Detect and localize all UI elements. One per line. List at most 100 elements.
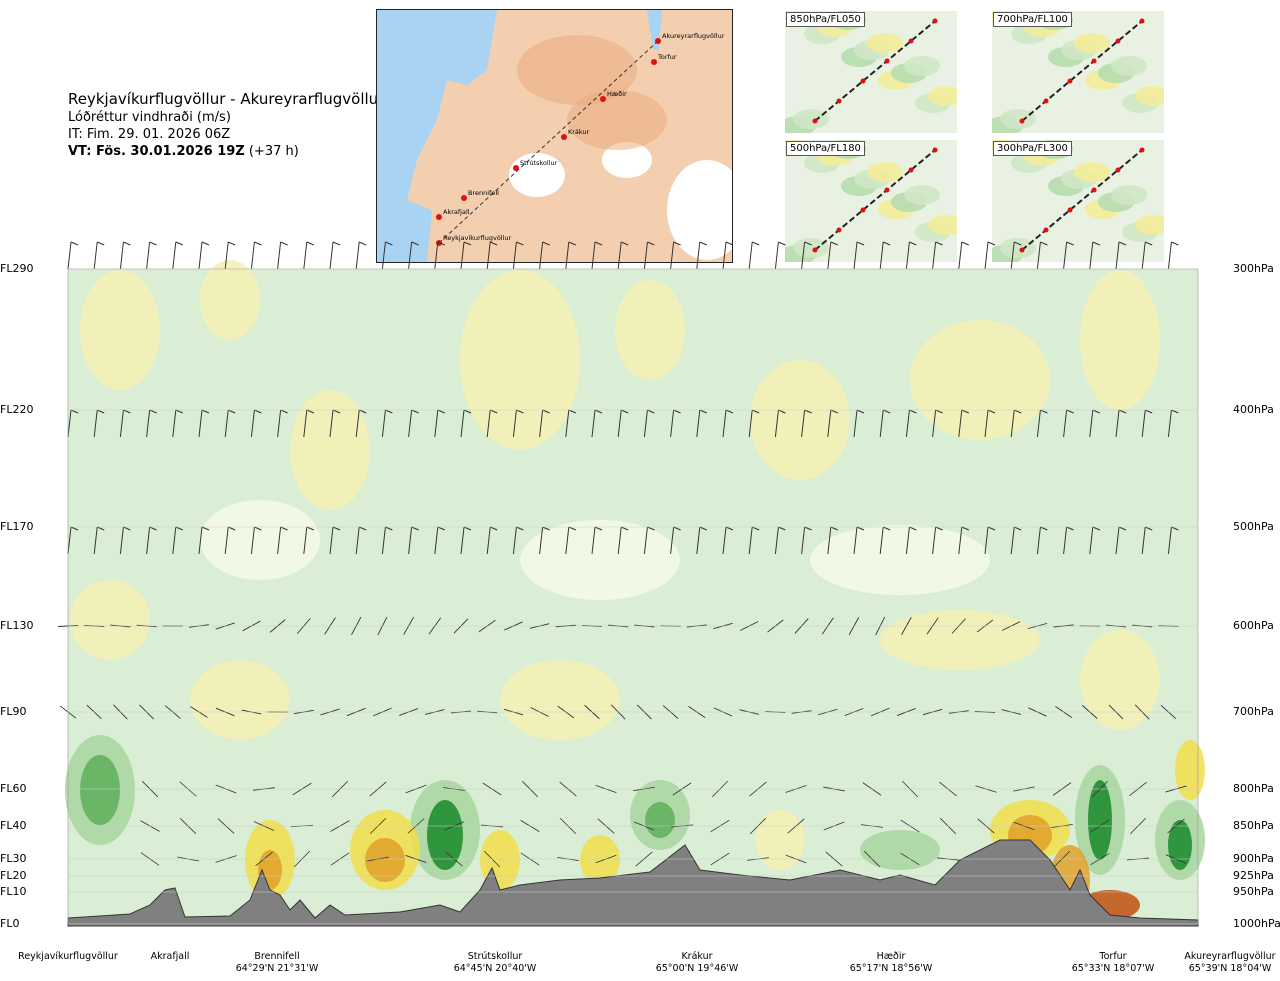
wind-barb — [821, 617, 834, 635]
valid-time: VT: Fös. 30.01.2026 19Z — [68, 144, 245, 159]
map-station: Torfur — [651, 53, 677, 65]
wind-barb — [113, 704, 128, 720]
field-contour-37 — [1080, 890, 1140, 920]
wind-barb — [67, 241, 79, 270]
wind-barb — [975, 854, 997, 864]
wind-barb — [557, 705, 575, 719]
wind-barb — [331, 780, 349, 798]
wind-barb — [381, 409, 393, 438]
wind-barb — [1167, 241, 1179, 270]
wind-barb — [617, 526, 629, 555]
wind-barb — [853, 526, 865, 555]
field-contour-12 — [190, 660, 290, 740]
wind-barb — [504, 621, 523, 631]
wind-barb — [355, 241, 367, 270]
wind-barb — [696, 409, 707, 438]
wind-barb — [1001, 709, 1022, 715]
hpa-label: 950hPa — [1233, 885, 1274, 898]
thumb-700-label: 700hPa/FL100 — [993, 12, 1072, 27]
wind-barb — [785, 854, 807, 864]
thumb-500[interactable]: 500hPa/FL180 — [785, 140, 957, 262]
wind-barb — [93, 409, 105, 438]
wind-barb — [977, 818, 995, 834]
wind-barb — [434, 409, 445, 438]
wind-barb — [1028, 707, 1047, 717]
wind-barb — [787, 818, 805, 834]
wind-barb — [1165, 854, 1187, 864]
thumb-850[interactable]: 850hPa/FL050 — [785, 11, 957, 133]
wind-barb — [407, 818, 425, 834]
wind-barb — [351, 616, 362, 636]
wind-barb — [355, 409, 367, 438]
wind-barb — [119, 526, 131, 555]
wind-barb — [637, 704, 652, 720]
hpa-label: 925hPa — [1233, 869, 1274, 882]
wind-barb — [530, 707, 549, 717]
wind-barb — [269, 619, 286, 633]
wind-barb — [597, 818, 615, 834]
wind-barb — [1055, 705, 1073, 719]
wind-barb — [1036, 526, 1048, 555]
map-station: Brennifell — [461, 189, 499, 201]
wind-barb — [739, 709, 760, 715]
wind-barb — [688, 706, 706, 718]
location-coord: 65°17'N 18°56'W — [849, 963, 933, 974]
wind-barb — [198, 409, 210, 438]
wind-barb — [801, 526, 812, 555]
wind-barb — [823, 821, 845, 831]
wind-barb — [141, 780, 159, 798]
field-contour-33 — [755, 810, 805, 870]
thumb-700-graphic — [992, 11, 1164, 133]
map-station: Akrafjall — [436, 208, 470, 220]
wind-barb — [557, 857, 579, 861]
wind-barb — [277, 241, 288, 270]
svg-text:Strútskollur: Strútskollur — [520, 159, 558, 167]
hpa-label: 700hPa — [1233, 705, 1274, 718]
field-contour-19 — [427, 800, 463, 870]
location-coord: 65°00'N 19°46'W — [655, 963, 739, 974]
wind-barb — [443, 821, 465, 831]
wind-barb — [424, 709, 445, 715]
wind-barb — [512, 409, 524, 438]
wind-barb — [373, 707, 392, 717]
wind-barb — [405, 784, 427, 794]
wind-barb — [408, 526, 419, 555]
route-map: Akureyrarflugvöllur Torfur Hæðir Krákur Strú… — [376, 9, 733, 263]
wind-barb — [303, 241, 314, 270]
wind-barb — [217, 818, 235, 834]
location-label: Akureyrarflugvöllur 65°39'N 18°04'W — [1160, 951, 1280, 975]
wind-barb — [250, 241, 262, 270]
field-contour-35 — [1008, 815, 1052, 855]
wind-barb — [481, 824, 503, 828]
wind-barb — [791, 710, 812, 714]
wind-barb — [1002, 621, 1021, 631]
wind-barb — [584, 704, 600, 720]
thumb-300[interactable]: 300hPa/FL300 — [992, 140, 1164, 262]
wind-barb — [974, 711, 996, 713]
wind-barb — [863, 850, 881, 868]
wind-barb — [1027, 622, 1048, 630]
svg-text:Akureyrarflugvöllur: Akureyrarflugvöllur — [662, 32, 725, 40]
wind-barb — [529, 623, 550, 629]
field-background — [68, 269, 1198, 924]
wind-barb — [748, 526, 760, 555]
wind-barb — [477, 710, 498, 714]
field-contour-34 — [990, 800, 1070, 860]
field-contour-30 — [365, 838, 405, 882]
wind-barb — [1108, 704, 1124, 720]
location-label: Hæðir 65°17'N 18°56'W — [821, 951, 961, 975]
wind-barb — [434, 526, 445, 555]
wind-barb — [862, 782, 882, 796]
wind-barb — [521, 780, 539, 798]
wind-barb — [767, 619, 784, 633]
terrain-profile — [67, 839, 1199, 927]
fl-label: FL290 — [0, 262, 34, 275]
wind-barb — [595, 854, 617, 864]
plot-frame — [67, 268, 1199, 925]
wind-barb — [377, 616, 388, 636]
thumb-700[interactable]: 700hPa/FL100 — [992, 11, 1164, 133]
field-contour-32 — [580, 835, 620, 885]
wind-barb — [296, 618, 311, 634]
wind-barb — [539, 526, 550, 555]
field-contour-29 — [350, 810, 420, 890]
